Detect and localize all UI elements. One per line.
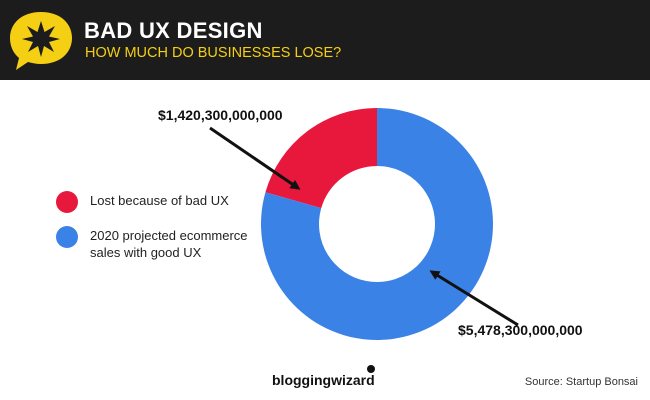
brand-logo: bloggingwizard [272,372,375,388]
donut-slice-good-ux [261,108,493,340]
legend-swatch-red [56,191,78,213]
source-note: Source: Startup Bonsai [524,376,638,388]
donut-chart [209,108,519,340]
annotation-arrow-good-ux [429,270,519,327]
header-bar: BAD UX DESIGN HOW MUCH DO BUSINESSES LOS… [0,0,650,80]
legend-item-lost: Lost because of bad UX [56,191,260,213]
star-burst-speech-bubble-icon [10,12,72,70]
legend-label: Lost because of bad UX [90,193,229,208]
page-title: BAD UX DESIGN [84,18,263,43]
data-label-lost: $1,420,300,000,000 [158,107,283,123]
annotation-arrow-lost [209,126,301,190]
data-label-good-ux: $5,478,300,000,000 [458,322,583,338]
chart-legend: Lost because of bad UX 2020 projected ec… [56,191,260,275]
brand-logo-dot-icon [367,365,375,373]
legend-label: 2020 projected ecommerce sales with good… [90,228,248,260]
donut-slice-lost [265,108,377,209]
legend-swatch-blue [56,226,78,248]
page-subtitle: HOW MUCH DO BUSINESSES LOSE? [85,45,342,61]
legend-item-good-ux: 2020 projected ecommerce sales with good… [56,226,260,261]
